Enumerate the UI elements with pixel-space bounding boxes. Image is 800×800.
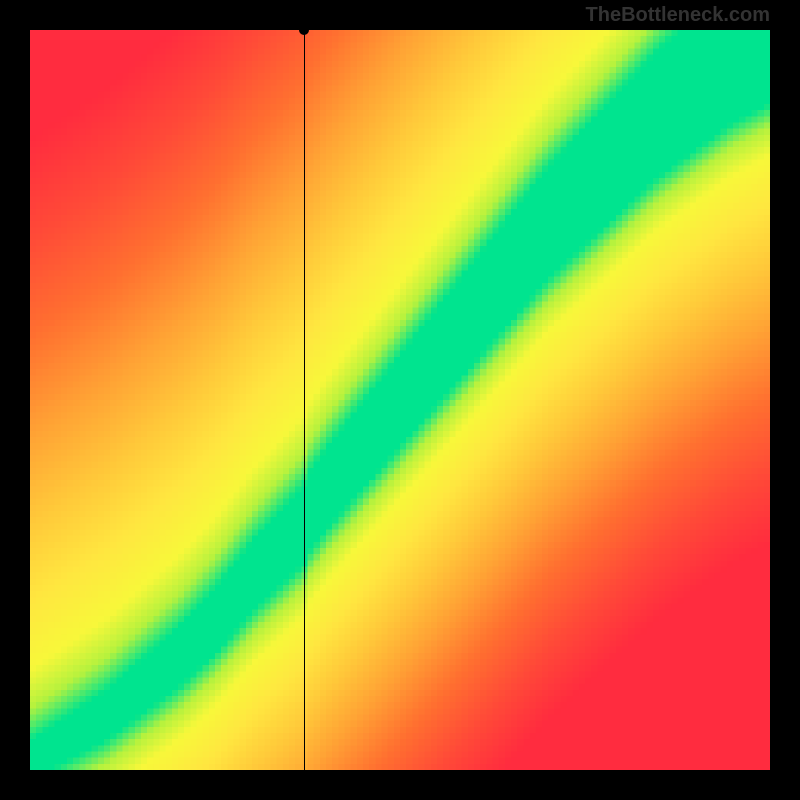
watermark-text: TheBottleneck.com: [586, 4, 770, 27]
marker-vertical-line: [304, 30, 305, 770]
heatmap-plot-area: [30, 30, 770, 770]
marker-dot: [299, 25, 309, 35]
heatmap-canvas: [30, 30, 770, 770]
